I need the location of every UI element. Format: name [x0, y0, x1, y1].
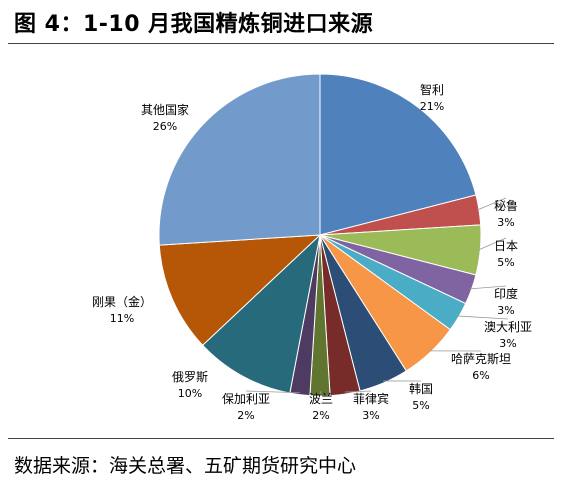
slice-label-pct-9: 2% [237, 409, 254, 422]
slice-label-pct-8: 2% [312, 409, 329, 422]
leader-line-3 [469, 285, 507, 290]
slice-label-name-0: 智利 [420, 82, 444, 97]
slice-label-pct-6: 5% [412, 399, 429, 412]
pie-slice-12 [158, 73, 321, 246]
pie-chart-area: 智利 21% 秘鲁 3% 日本 5% 印度 3% 澳大利亚 3% 哈萨克斯坦 6% 韩国 5% 菲律宾 3% 波… [0, 44, 562, 438]
slice-label-pct-12: 26% [153, 120, 177, 133]
title-divider [8, 43, 554, 44]
slice-label-name-11: 刚果（金） [92, 294, 152, 309]
slice-label-name-6: 韩国 [409, 381, 433, 396]
leader-lines [245, 197, 509, 395]
pie-chart: 智利 21% 秘鲁 3% 日本 5% 印度 3% 澳大利亚 3% 哈萨克斯坦 6% 韩国 5% 菲律宾 3% 波… [92, 73, 532, 422]
slice-label-name-9: 保加利亚 [222, 392, 270, 406]
slice-label-name-2: 日本 [494, 239, 518, 253]
data-source-note: 数据来源：海关总署、五矿期货研究中心 [14, 455, 357, 477]
leader-line-9 [245, 390, 301, 394]
slice-label-name-5: 哈萨克斯坦 [451, 352, 511, 366]
pie-slices [158, 73, 482, 397]
slice-label-pct-4: 3% [499, 337, 516, 350]
leader-line-8 [319, 390, 322, 395]
leader-line-2 [478, 237, 507, 251]
slice-label-name-4: 澳大利亚 [484, 320, 532, 334]
source-divider [8, 438, 554, 439]
slice-label-pct-0: 21% [420, 100, 444, 113]
leader-line-7 [344, 390, 372, 393]
slice-label-name-8: 波兰 [309, 392, 333, 406]
slice-label-name-3: 印度 [494, 286, 518, 301]
slice-label-pct-5: 6% [472, 369, 489, 382]
slice-labels: 智利 21% 秘鲁 3% 日本 5% 印度 3% 澳大利亚 3% 哈萨克斯坦 6% 韩国 5% 菲律宾 3% 波… [92, 82, 532, 422]
pie-slice-11 [158, 234, 322, 346]
chart-title: 图 4：1-10 月我国精炼铜进口来源 [14, 12, 374, 37]
slice-label-name-12: 其他国家 [141, 102, 189, 117]
slice-label-pct-3: 3% [497, 304, 514, 317]
slice-label-name-1: 秘鲁 [494, 199, 518, 213]
slice-label-name-10: 俄罗斯 [172, 370, 208, 384]
slice-label-pct-1: 3% [497, 216, 514, 229]
slice-label-pct-7: 3% [362, 409, 379, 422]
pie-slice-0 [319, 73, 477, 236]
slice-label-name-7: 菲律宾 [353, 391, 389, 406]
slice-label-pct-11: 11% [110, 312, 134, 325]
slice-label-pct-10: 10% [178, 387, 202, 400]
slice-label-pct-2: 5% [497, 256, 514, 269]
leader-line-4 [456, 315, 509, 320]
leader-line-1 [476, 197, 507, 211]
